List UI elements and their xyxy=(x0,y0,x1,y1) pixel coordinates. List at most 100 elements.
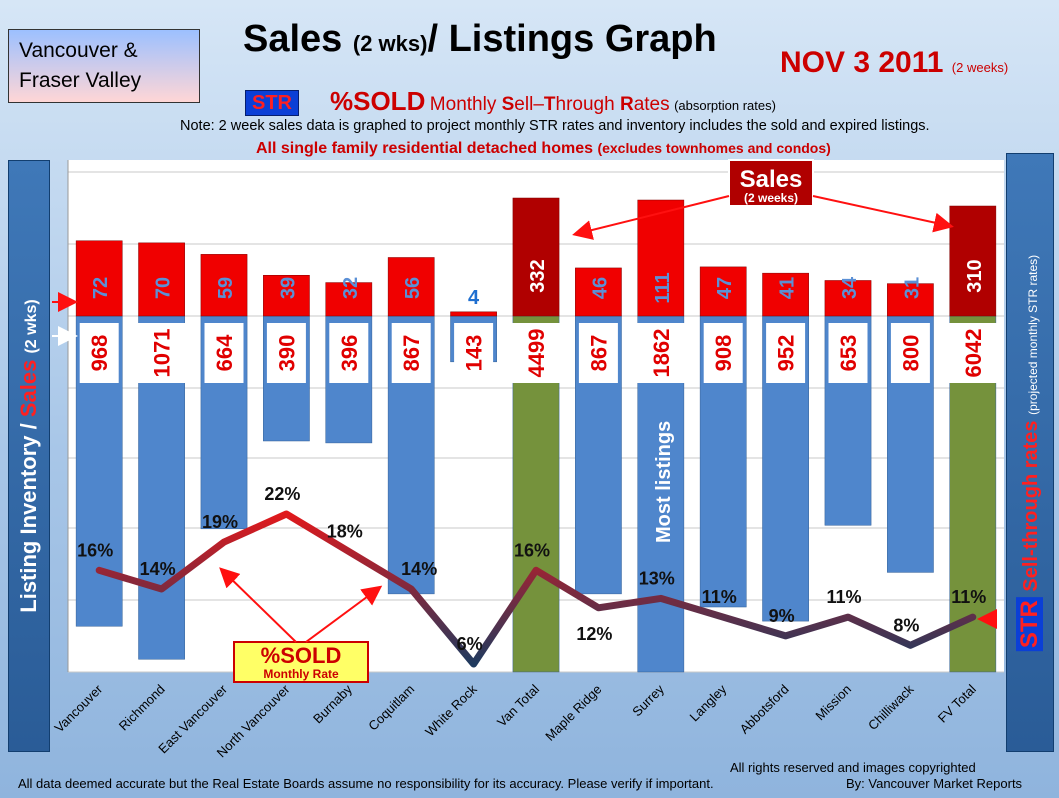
str-badge: STR xyxy=(245,90,299,116)
sales-bar xyxy=(699,266,747,317)
category-label: White Rock xyxy=(422,681,480,739)
sales-bar xyxy=(575,267,622,317)
str-label: 19% xyxy=(202,512,238,532)
pct-sold-ates: ates xyxy=(633,94,670,115)
pct-sold-ell: ell xyxy=(514,94,534,115)
str-label: 13% xyxy=(639,568,675,588)
str-label: 16% xyxy=(514,540,550,560)
date-sub: (2 weeks) xyxy=(951,60,1009,75)
pct-sold-hrough: hrough xyxy=(555,94,620,115)
title-rest: / Listings Graph xyxy=(427,18,717,60)
title-small: (2 wks) xyxy=(352,31,428,56)
inventory-label: 390 xyxy=(274,335,299,372)
sold-arrow-right xyxy=(305,585,383,643)
sales-label: 111 xyxy=(652,272,674,303)
inventory-label-bg xyxy=(947,323,998,383)
inventory-label: 908 xyxy=(711,335,736,372)
str-line xyxy=(95,510,977,668)
sales-label: 39 xyxy=(277,277,299,299)
inventory-label: 143 xyxy=(462,335,487,372)
pct-sold-label: %SOLD xyxy=(330,86,426,116)
chart-title: Sales (2 wks)/ Listings Graph xyxy=(243,18,717,61)
sales-label: 34 xyxy=(839,276,861,299)
str-label: 22% xyxy=(264,484,300,504)
inventory-label-bg xyxy=(79,323,119,383)
category-label: Langley xyxy=(687,681,730,724)
str-label: 14% xyxy=(140,559,176,579)
category-label: FV Total xyxy=(935,681,979,725)
pct-sold-r: R xyxy=(619,94,634,115)
footer-rights: All rights reserved and images copyright… xyxy=(730,760,976,775)
sales-label: 72 xyxy=(90,277,112,299)
category-label: Coquitlam xyxy=(365,682,417,734)
sales-label: 46 xyxy=(589,277,611,299)
date-text: NOV 3 2011 xyxy=(780,46,944,79)
inventory-label: 952 xyxy=(774,335,799,372)
inventory-label-bg xyxy=(454,323,494,383)
inventory-label: 867 xyxy=(399,335,424,372)
sales-label: 310 xyxy=(964,259,986,292)
sales-label: 32 xyxy=(340,277,362,299)
str-label: 8% xyxy=(893,615,919,635)
sold-callout: %SOLD Monthly Rate xyxy=(219,567,383,683)
inventory-label: 664 xyxy=(212,334,237,371)
sales-bar xyxy=(887,283,934,317)
inventory-label: 968 xyxy=(87,335,112,372)
line-layer: 16% 14% 19% 22% 18% 14% 6% 16% 12% 13% 11% 9% 11% 8% 1… xyxy=(77,484,986,668)
sales-callout: Sales (2 weeks) xyxy=(572,159,954,240)
str-label: 11% xyxy=(951,587,986,607)
sales-label: 70 xyxy=(153,277,175,299)
inventory-label-bg xyxy=(204,323,244,383)
sold-callout-sub: Monthly Rate xyxy=(263,667,339,681)
pct-sold-t: T xyxy=(543,94,556,115)
sales-bar xyxy=(512,197,560,317)
sales-bar xyxy=(824,280,872,317)
inventory-label-bg xyxy=(703,323,743,383)
left-axis-banner: Listing Inventory / Sales (2 wks) xyxy=(8,160,50,752)
str-label: 6% xyxy=(457,634,483,654)
inventory-label-bg xyxy=(890,323,930,383)
inventory-label: 1071 xyxy=(150,329,175,378)
footer-by: By: Vancouver Market Reports xyxy=(846,776,1023,791)
sales-bar xyxy=(325,282,373,317)
str-label: 11% xyxy=(702,587,737,607)
inventory-label-bg xyxy=(578,323,618,383)
pct-sold-s: S xyxy=(501,94,515,115)
sales-bar xyxy=(138,242,185,317)
category-label: Burnaby xyxy=(310,681,355,726)
sales-bar xyxy=(762,272,809,317)
region-box: Vancouver & Fraser Valley xyxy=(8,29,200,103)
str-label: 11% xyxy=(826,587,861,607)
pct-sold-title: %SOLD Monthly Sell–Through Rates (absorp… xyxy=(330,86,776,117)
pct-sold-dash: – xyxy=(533,94,544,115)
inventory-label-bg xyxy=(828,323,868,383)
inventory-label-bg xyxy=(329,323,369,383)
labels-layer: 968 72 1071 70 664 59 390 39 396 32 867 56 143 4 4499 3… xyxy=(79,259,998,383)
sales-bar xyxy=(263,274,310,317)
pct-sold-paren: (absorption rates) xyxy=(674,98,776,113)
sales-callout-sub: (2 weeks) xyxy=(744,191,798,205)
sold-callout-text: %SOLD xyxy=(261,643,342,668)
most-listings-label: Most listings xyxy=(653,421,675,543)
inventory-label-bg xyxy=(266,323,306,383)
inventory-label-bg xyxy=(136,323,187,383)
category-label: Richmond xyxy=(116,682,168,734)
region-line-2: Fraser Valley xyxy=(19,69,142,92)
pct-sold-monthly: Monthly xyxy=(429,94,502,115)
sales-label: 59 xyxy=(215,277,237,299)
sales-bar xyxy=(387,257,435,317)
sales-callout-box xyxy=(728,159,814,207)
inventory-label: 800 xyxy=(898,335,923,372)
sales-bar xyxy=(949,205,997,317)
sales-bar xyxy=(200,254,248,317)
str-label: 12% xyxy=(576,624,612,644)
footer-disclaimer: All data deemed accurate but the Real Es… xyxy=(18,776,714,791)
category-label: Van Total xyxy=(494,681,542,729)
region-line-1: Vancouver & xyxy=(19,39,138,62)
category-label: Chilliwack xyxy=(865,681,917,733)
inventory-label: 867 xyxy=(586,335,611,372)
category-label: Surrey xyxy=(629,681,667,719)
str-label: 18% xyxy=(327,522,363,542)
